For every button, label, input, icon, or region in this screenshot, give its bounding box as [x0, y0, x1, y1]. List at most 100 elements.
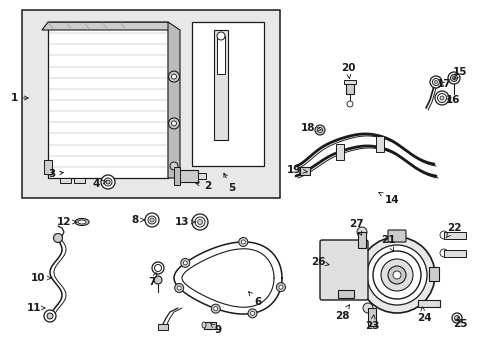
Text: 24: 24	[416, 307, 430, 323]
Circle shape	[170, 162, 178, 170]
Circle shape	[449, 75, 457, 81]
Circle shape	[346, 101, 352, 107]
Circle shape	[298, 168, 305, 174]
Circle shape	[347, 272, 351, 276]
Text: 9: 9	[210, 324, 221, 335]
Bar	[198, 173, 205, 179]
Circle shape	[154, 276, 162, 284]
Text: 18: 18	[300, 123, 321, 133]
FancyBboxPatch shape	[319, 240, 367, 300]
Circle shape	[241, 240, 245, 244]
Circle shape	[145, 213, 159, 227]
Text: 20: 20	[340, 63, 354, 79]
Polygon shape	[48, 22, 168, 178]
Bar	[214, 30, 227, 140]
Text: 12: 12	[57, 217, 77, 227]
Bar	[335, 144, 343, 160]
Polygon shape	[168, 22, 180, 178]
Ellipse shape	[75, 219, 89, 225]
Bar	[337, 290, 353, 298]
Bar	[346, 82, 353, 94]
Circle shape	[217, 108, 224, 116]
Text: 27: 27	[348, 219, 363, 235]
Text: 17: 17	[436, 79, 450, 89]
Bar	[299, 167, 309, 175]
Circle shape	[217, 89, 224, 95]
Circle shape	[106, 180, 110, 184]
Bar	[367, 308, 375, 326]
Circle shape	[327, 250, 331, 254]
Circle shape	[372, 251, 420, 299]
Bar	[443, 232, 465, 239]
Circle shape	[174, 283, 183, 292]
Circle shape	[150, 218, 154, 222]
Circle shape	[431, 78, 439, 86]
Circle shape	[276, 283, 285, 292]
Circle shape	[183, 261, 187, 265]
Circle shape	[214, 105, 227, 119]
FancyBboxPatch shape	[387, 230, 405, 242]
Circle shape	[197, 220, 202, 225]
Circle shape	[380, 259, 412, 291]
Text: 8: 8	[131, 215, 144, 225]
Text: 5: 5	[224, 173, 235, 193]
Bar	[60, 178, 71, 183]
Circle shape	[101, 175, 115, 189]
Circle shape	[192, 214, 207, 230]
Circle shape	[392, 271, 400, 279]
Text: 16: 16	[445, 95, 459, 105]
Bar	[375, 136, 383, 152]
Ellipse shape	[217, 32, 224, 40]
Circle shape	[247, 309, 257, 318]
Circle shape	[451, 313, 461, 323]
Circle shape	[429, 76, 441, 88]
Circle shape	[152, 262, 163, 274]
Circle shape	[314, 125, 325, 135]
Circle shape	[47, 313, 53, 319]
Bar	[44, 160, 52, 174]
Text: 2: 2	[195, 181, 211, 191]
Circle shape	[154, 265, 161, 271]
Text: 7: 7	[148, 273, 156, 287]
Circle shape	[325, 248, 334, 257]
Circle shape	[434, 91, 448, 105]
Circle shape	[439, 96, 443, 100]
Circle shape	[168, 118, 179, 129]
Circle shape	[325, 270, 334, 279]
Circle shape	[453, 315, 459, 320]
Ellipse shape	[202, 322, 205, 328]
Circle shape	[317, 127, 322, 132]
Text: 4: 4	[92, 179, 106, 189]
Circle shape	[213, 307, 217, 311]
Text: 23: 23	[364, 315, 379, 331]
Bar	[174, 167, 180, 185]
Circle shape	[327, 272, 331, 276]
Circle shape	[437, 94, 446, 103]
Circle shape	[171, 74, 176, 79]
Circle shape	[447, 72, 459, 84]
Text: 11: 11	[27, 303, 45, 313]
Bar	[203, 322, 216, 329]
Circle shape	[345, 248, 354, 257]
Circle shape	[439, 249, 447, 257]
Circle shape	[168, 71, 179, 82]
Bar	[178, 170, 198, 182]
Text: 10: 10	[31, 273, 51, 283]
Text: 25: 25	[452, 316, 467, 329]
Text: 14: 14	[378, 193, 399, 205]
Circle shape	[333, 289, 342, 298]
Circle shape	[362, 303, 372, 313]
Circle shape	[104, 178, 112, 186]
Bar	[22, 10, 280, 198]
Text: 15: 15	[452, 67, 467, 80]
Circle shape	[439, 231, 447, 239]
Text: 13: 13	[174, 217, 195, 227]
Text: 6: 6	[248, 292, 261, 307]
Circle shape	[171, 121, 176, 126]
Circle shape	[387, 266, 405, 284]
Bar	[74, 178, 85, 183]
Circle shape	[451, 77, 454, 80]
Circle shape	[345, 270, 354, 279]
Circle shape	[214, 85, 227, 99]
Text: 1: 1	[10, 93, 28, 103]
